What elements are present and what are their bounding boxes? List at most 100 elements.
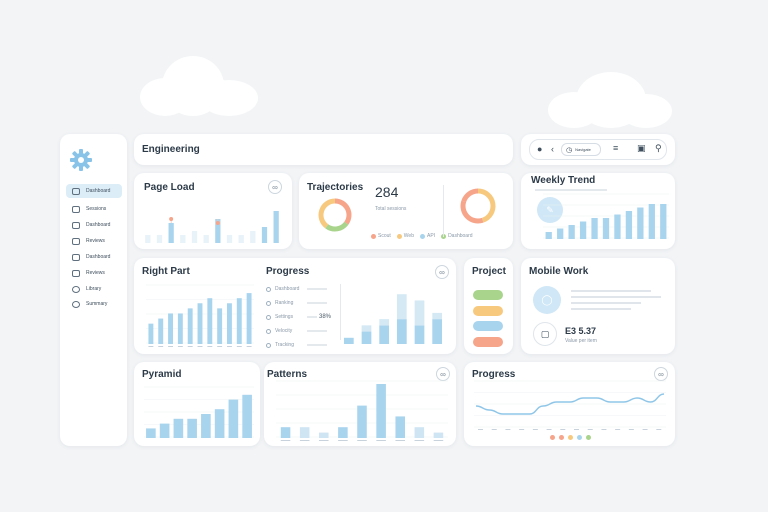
bar[interactable] [236,298,242,344]
menu-icon[interactable]: ≡ [613,143,619,153]
list-item[interactable]: Tracking [266,338,340,352]
bar[interactable] [433,432,444,438]
donut-slice[interactable] [318,198,336,229]
project-status-yellow[interactable] [473,306,503,316]
list-item[interactable]: Settings 38% [266,310,340,324]
bar[interactable] [250,231,256,243]
bar[interactable] [246,293,252,344]
bar[interactable] [637,207,644,240]
legend-dot[interactable] [559,435,564,440]
highlight-dot[interactable] [215,221,220,225]
list-item[interactable]: Velocity [266,324,340,338]
bar[interactable] [357,405,367,438]
list-item[interactable]: Ranking [266,296,340,310]
chevron-left-icon[interactable]: ‹ [551,144,554,154]
legend-dot[interactable] [586,435,591,440]
bar[interactable] [187,308,193,344]
bar[interactable] [602,218,610,239]
bar[interactable] [168,313,173,344]
bar[interactable] [579,221,587,240]
bar[interactable] [156,235,163,243]
legend-dot[interactable] [577,435,582,440]
bar[interactable] [376,384,386,438]
bar[interactable] [343,337,354,344]
bar[interactable] [226,235,233,243]
line-series[interactable] [475,393,665,415]
bar[interactable] [414,427,425,438]
bar[interactable] [158,318,164,344]
bar[interactable] [395,416,405,438]
bar[interactable] [614,214,621,240]
sidebar-item-summary[interactable]: Summary [66,297,122,311]
search-icon[interactable]: ⚲ [655,143,662,153]
bar[interactable] [396,319,407,344]
donut-slice[interactable] [461,188,479,203]
sidebar-item-library[interactable]: Library [66,282,122,296]
bar[interactable] [338,427,348,438]
app-logo[interactable] [69,148,93,172]
bar[interactable] [203,235,209,243]
bar[interactable] [379,325,390,344]
bar[interactable] [214,409,225,438]
bar[interactable] [177,313,183,344]
bar-segment[interactable] [414,300,425,326]
bar[interactable] [217,308,223,344]
bar[interactable] [557,228,564,240]
sidebar-item-dashboard[interactable]: Dashboard [66,184,122,198]
bar[interactable] [227,303,232,344]
list-item[interactable]: Dashboard [266,282,340,296]
bar[interactable] [148,323,154,344]
project-status-orange[interactable] [473,337,503,347]
database-icon[interactable]: ▣ [637,143,646,153]
project-status-blue[interactable] [473,321,503,331]
sidebar-item-reviews[interactable]: Reviews [66,234,122,248]
bar[interactable] [625,211,633,239]
bar[interactable] [215,219,221,243]
bar[interactable] [591,218,598,239]
sidebar-item-sessions[interactable]: Sessions [66,202,122,216]
legend-dot[interactable] [568,435,573,440]
bar[interactable] [168,223,174,243]
donut-slice[interactable] [334,198,352,225]
bar[interactable] [201,414,211,438]
donut-slice[interactable] [477,188,496,223]
sidebar-item-dashboard-3[interactable]: Dashboard [66,250,122,264]
user-icon[interactable]: ● [537,144,543,154]
bar-segment[interactable] [361,325,372,332]
bar[interactable] [242,394,252,438]
navigate-pill[interactable]: ◷ Navigate [561,143,601,156]
bar[interactable] [261,227,268,243]
settings-icon[interactable]: ∞ [435,265,449,279]
bar[interactable] [299,427,310,438]
bar[interactable] [568,225,575,239]
sidebar-item-dashboard-2[interactable]: Dashboard [66,218,122,232]
settings-icon[interactable]: ∞ [436,367,450,381]
bar[interactable] [432,319,443,344]
mobile-work-avatar[interactable]: ◯ [533,286,561,314]
bar[interactable] [414,325,425,344]
bar[interactable] [207,298,213,344]
bar[interactable] [187,418,197,438]
sidebar-item-reviews-2[interactable]: Reviews [66,266,122,280]
bar-segment[interactable] [432,312,443,320]
bar[interactable] [273,211,279,243]
bar[interactable] [238,235,244,243]
legend-dot[interactable] [550,435,555,440]
highlight-dot[interactable] [169,217,174,221]
bar[interactable] [145,235,151,243]
bar[interactable] [228,399,239,438]
bar[interactable] [180,235,186,243]
bar[interactable] [280,427,291,438]
settings-icon[interactable]: ∞ [268,180,282,194]
bar[interactable] [648,204,655,239]
bar[interactable] [197,303,203,344]
donut-slice[interactable] [325,221,349,232]
bar[interactable] [191,231,198,243]
settings-icon[interactable]: ∞ [654,367,668,381]
stat-avatar[interactable]: ▢ [533,322,557,346]
bar[interactable] [159,423,170,438]
bar[interactable] [173,418,184,438]
bar-segment[interactable] [379,319,390,326]
bar-segment[interactable] [396,294,407,320]
weekly-marker[interactable]: ✎ [537,197,563,223]
